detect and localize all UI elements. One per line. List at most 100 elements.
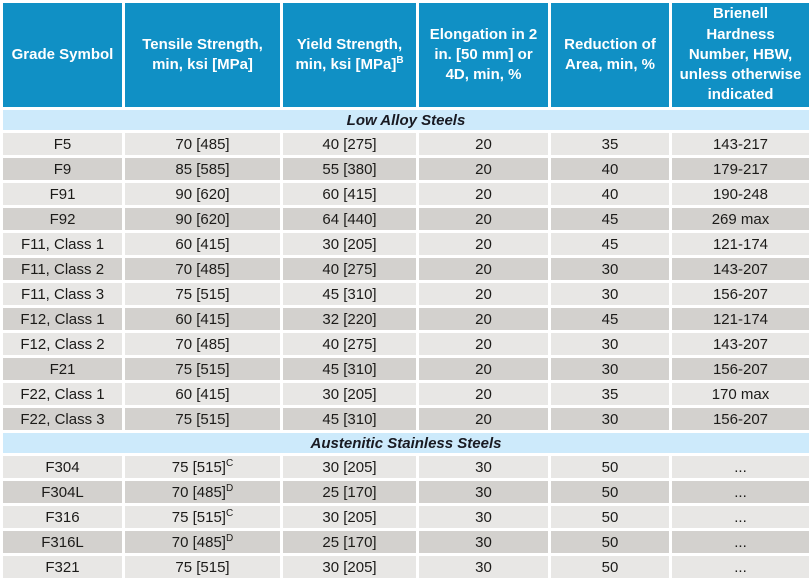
grade-cell-value: F11, Class 2 bbox=[20, 260, 105, 278]
reduction-cell: 50 bbox=[551, 506, 669, 528]
elongation-cell: 20 bbox=[419, 333, 548, 355]
table-row: F22, Class 1 60 [415] 30 [205] 20 35 170 max bbox=[3, 383, 809, 405]
elongation-cell: 20 bbox=[419, 183, 548, 205]
reduction-cell-value: 30 bbox=[601, 360, 619, 378]
elongation-cell-value: 20 bbox=[475, 235, 492, 253]
tensile-cell: 70 [485]D bbox=[125, 481, 280, 503]
reduction-cell: 50 bbox=[551, 556, 669, 578]
tensile-cell: 75 [515] bbox=[125, 556, 280, 578]
hardness-cell-value: 170 max bbox=[711, 385, 770, 403]
tensile-cell-value: 70 [485] bbox=[171, 533, 226, 551]
hardness-cell-value: 143-207 bbox=[712, 335, 769, 353]
reduction-cell: 45 bbox=[551, 208, 669, 230]
yield-cell-value: 30 [205] bbox=[322, 235, 377, 253]
reduction-cell: 30 bbox=[551, 408, 669, 430]
table-row: F21 75 [515] 45 [310] 20 30 156-207 bbox=[3, 358, 809, 380]
tensile-cell-value: 75 [515] bbox=[175, 285, 230, 303]
yield-cell: 30 [205] bbox=[283, 556, 416, 578]
hardness-cell: ... bbox=[672, 556, 809, 578]
table-row: F91 90 [620] 60 [415] 20 40 190-248 bbox=[3, 183, 809, 205]
table-body: Low Alloy Steels F5 70 [485] 40 [275] 20 35 14… bbox=[3, 110, 809, 578]
grade-cell: F321 bbox=[3, 556, 122, 578]
yield-cell: 40 [275] bbox=[283, 258, 416, 280]
column-header-elongation: Elongation in 2 in. [50 mm] or 4D, min, … bbox=[419, 3, 548, 107]
table-row: F316L 70 [485]D 25 [170] 30 50... bbox=[3, 531, 809, 553]
table-row: F11, Class 3 75 [515] 45 [310] 20 30 156-207 bbox=[3, 283, 809, 305]
elongation-cell: 30 bbox=[419, 481, 548, 503]
table-row: F12, Class 2 70 [485] 40 [275] 20 30 143-207 bbox=[3, 333, 809, 355]
column-header-label: Reduction of Area, min, % bbox=[564, 35, 656, 73]
tensile-cell: 60 [415] bbox=[125, 308, 280, 330]
yield-cell: 30 [205] bbox=[283, 233, 416, 255]
grade-cell-value: F11, Class 1 bbox=[20, 235, 105, 253]
grade-cell: F316L bbox=[3, 531, 122, 553]
tensile-cell-value: 70 [485] bbox=[175, 260, 230, 278]
grade-cell-value: F321 bbox=[45, 558, 80, 576]
hardness-cell: 170 max bbox=[672, 383, 809, 405]
section-header-row: Low Alloy Steels bbox=[3, 110, 809, 130]
yield-cell: 45 [310] bbox=[283, 408, 416, 430]
tensile-cell: 60 [415] bbox=[125, 383, 280, 405]
tensile-cell-value: 85 [585] bbox=[175, 160, 230, 178]
yield-cell-value: 45 [310] bbox=[322, 285, 377, 303]
reduction-cell: 50 bbox=[551, 481, 669, 503]
column-header-grade: Grade Symbol bbox=[3, 3, 122, 107]
elongation-cell: 20 bbox=[419, 233, 548, 255]
table-header: Grade Symbol Tensile Strength, min, ksi … bbox=[3, 3, 809, 107]
tensile-cell-value: 75 [515] bbox=[175, 360, 230, 378]
yield-cell-value: 64 [440] bbox=[322, 210, 377, 228]
yield-cell-value: 60 [415] bbox=[322, 185, 377, 203]
elongation-cell-value: 20 bbox=[475, 185, 492, 203]
tensile-cell-value: 60 [415] bbox=[175, 385, 230, 403]
table-row: F5 70 [485] 40 [275] 20 35 143-217 bbox=[3, 133, 809, 155]
hardness-cell: 143-207 bbox=[672, 333, 809, 355]
yield-cell: 45 [310] bbox=[283, 283, 416, 305]
grade-cell-value: F12, Class 2 bbox=[20, 335, 105, 353]
elongation-cell-value: 20 bbox=[475, 310, 492, 328]
reduction-cell: 50 bbox=[551, 531, 669, 553]
section-header-row: Austenitic Stainless Steels bbox=[3, 433, 809, 453]
grade-cell-value: F21 bbox=[49, 360, 76, 378]
header-row: Grade Symbol Tensile Strength, min, ksi … bbox=[3, 3, 809, 107]
section-title: Austenitic Stainless Steels bbox=[3, 433, 809, 453]
elongation-cell: 20 bbox=[419, 383, 548, 405]
table-row: F321 75 [515] 30 [205] 30 50... bbox=[3, 556, 809, 578]
hardness-cell-value: 179-217 bbox=[712, 160, 769, 178]
elongation-cell: 20 bbox=[419, 208, 548, 230]
hardness-cell: 190-248 bbox=[672, 183, 809, 205]
yield-cell-value: 25 [170] bbox=[322, 533, 377, 551]
elongation-cell: 20 bbox=[419, 308, 548, 330]
hardness-cell-value: 121-174 bbox=[712, 235, 769, 253]
grade-cell: F12, Class 2 bbox=[3, 333, 122, 355]
yield-cell-value: 55 [380] bbox=[322, 160, 377, 178]
tensile-cell-value: 75 [515] bbox=[175, 558, 230, 576]
reduction-cell-value: 50 bbox=[601, 558, 619, 576]
reduction-cell-value: 40 bbox=[601, 185, 619, 203]
grade-cell: F316 bbox=[3, 506, 122, 528]
reduction-cell: 35 bbox=[551, 383, 669, 405]
elongation-cell-value: 30 bbox=[475, 558, 492, 576]
table-row: F316 75 [515]C 30 [205] 30 50... bbox=[3, 506, 809, 528]
tensile-cell: 70 [485] bbox=[125, 258, 280, 280]
yield-cell-value: 40 [275] bbox=[322, 335, 377, 353]
grade-cell-value: F304L bbox=[41, 483, 84, 501]
reduction-cell-value: 50 bbox=[601, 533, 619, 551]
column-header-tensile: Tensile Strength, min, ksi [MPa] bbox=[125, 3, 280, 107]
reduction-cell: 30 bbox=[551, 358, 669, 380]
table-row: F11, Class 1 60 [415] 30 [205] 20 45 121-174 bbox=[3, 233, 809, 255]
tensile-cell: 75 [515] bbox=[125, 358, 280, 380]
column-header-label: Elongation in 2 in. [50 mm] or 4D, min, … bbox=[429, 25, 538, 84]
elongation-cell: 20 bbox=[419, 283, 548, 305]
yield-cell: 30 [205] bbox=[283, 383, 416, 405]
reduction-cell-value: 45 bbox=[601, 210, 619, 228]
elongation-cell-value: 30 bbox=[475, 533, 492, 551]
reduction-cell: 45 bbox=[551, 308, 669, 330]
grade-cell: F304L bbox=[3, 481, 122, 503]
hardness-cell: 121-174 bbox=[672, 308, 809, 330]
reduction-cell-value: 50 bbox=[601, 458, 619, 476]
hardness-cell-value: 269 max bbox=[711, 210, 770, 228]
yield-cell: 45 [310] bbox=[283, 358, 416, 380]
tensile-cell-value: 75 [515] bbox=[175, 410, 230, 428]
column-header-hardness: Brienell Hardness Number, HBW, unless ot… bbox=[672, 3, 809, 107]
